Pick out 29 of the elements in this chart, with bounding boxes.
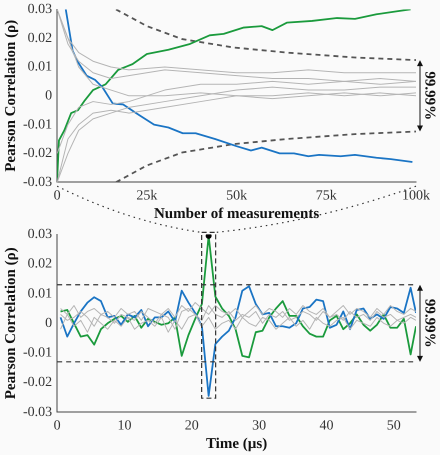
y-tick-label: -0.02 — [22, 375, 52, 390]
y-tick-label: -0.03 — [22, 404, 52, 420]
x-tick-label: 50k — [226, 188, 248, 204]
text: 99.99% — [422, 71, 438, 120]
x-tick-label: 50 — [386, 418, 401, 434]
x-axis-title: Time (µs) — [206, 436, 268, 452]
y-tick-label: 0.01 — [28, 60, 52, 75]
x-axis-title: Number of measurements — [154, 206, 320, 222]
y-tick-label: 0.02 — [28, 256, 52, 272]
x-tick-label: 75k — [316, 188, 337, 204]
x-tick-label: 100k — [402, 188, 430, 204]
x-tick-label: 10 — [117, 418, 132, 434]
y-tick-label: 0.03 — [28, 227, 52, 242]
x-tick-label: 40 — [319, 418, 334, 434]
y-tick-label: -0.01 — [22, 346, 52, 361]
y-axis-title: Pearson Correlation (ρ) — [2, 247, 19, 400]
text: 99.99% — [422, 298, 438, 348]
y-axis-title: Pearson Correlation (ρ) — [2, 20, 19, 172]
y-tick-label: 0 — [45, 316, 52, 331]
y-tick-label: 0 — [45, 88, 52, 104]
y-tick-label: 0.02 — [28, 30, 52, 46]
x-tick-label: 25k — [136, 188, 158, 204]
x-tick-label: 20 — [184, 418, 199, 434]
y-tick-label: -0.01 — [22, 117, 52, 132]
y-tick-label: -0.02 — [22, 146, 52, 162]
y-tick-label: 0.03 — [28, 2, 52, 18]
y-tick-label: -0.03 — [22, 174, 52, 190]
y-tick-label: 0.01 — [28, 286, 52, 302]
x-tick-label: 30 — [252, 418, 266, 434]
